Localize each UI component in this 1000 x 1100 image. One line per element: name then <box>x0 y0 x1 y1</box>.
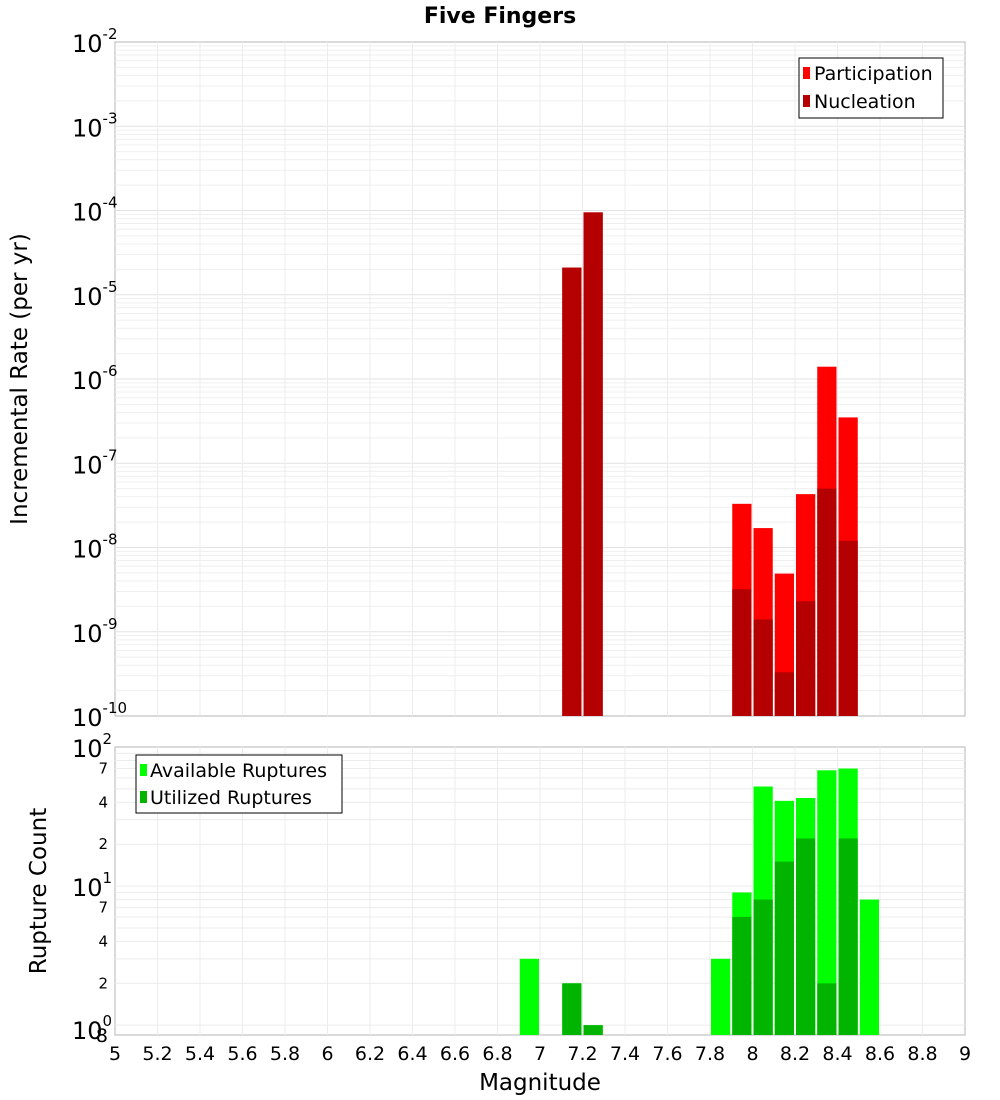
x-tick-labels: 5 5.2 5.4 5.6 5.8 6 6.2 6.4 6.6 6.8 7 7.2 7.4 7.6 7.8 8… <box>109 1043 971 1065</box>
bottom-y-tick-labels: 102 101 100 7 4 2 7 4 2 8 <box>72 730 112 1047</box>
x-tick-label: 6 <box>321 1043 333 1065</box>
x-tick-label: 7.2 <box>567 1043 597 1065</box>
top-legend-box <box>798 57 944 119</box>
bottom-bar-available-ruptures <box>519 958 539 1035</box>
x-tick-label: 9 <box>959 1043 971 1065</box>
top-grid <box>115 42 965 716</box>
bottom-legend-box <box>135 754 343 814</box>
x-tick-label: 7 <box>534 1043 546 1065</box>
top-y-tick-label: 10-5 <box>72 278 118 311</box>
x-tick-label: 8.4 <box>822 1043 852 1065</box>
top-y-tick-label: 10-10 <box>72 699 127 732</box>
x-tick-label: 7.4 <box>610 1043 640 1065</box>
top-y-tick-label: 10-4 <box>72 194 118 227</box>
x-tick-label: 5.2 <box>142 1043 172 1065</box>
top-bar-nucleation <box>838 540 858 716</box>
legend-swatch-participation <box>803 67 810 79</box>
bottom-y-minor-tick-label: 4 <box>98 932 108 950</box>
top-y-axis-label: Incremental Rate (per yr) <box>7 233 33 525</box>
x-tick-label: 7.6 <box>652 1043 682 1065</box>
legend-label-available-ruptures: Available Ruptures <box>150 760 327 782</box>
top-bar-nucleation <box>774 672 794 716</box>
bottom-bar-available-ruptures <box>711 958 731 1035</box>
x-tick-label: 8.8 <box>907 1043 937 1065</box>
bottom-bar-utilized-ruptures <box>732 916 752 1035</box>
top-y-tick-label: 10-6 <box>72 362 118 395</box>
x-tick-label: 6.4 <box>397 1043 427 1065</box>
top-y-tick-label: 10-2 <box>72 25 118 58</box>
bottom-bar-utilized-ruptures <box>562 983 582 1035</box>
legend-swatch-utilized-ruptures <box>140 791 147 803</box>
bottom-y-minor-tick-label: 7 <box>98 760 108 778</box>
top-y-tick-label: 10-9 <box>72 615 118 648</box>
bottom-y-tick-label: 101 <box>72 869 112 902</box>
bottom-y-minor-tick-label: 4 <box>98 793 108 811</box>
top-bar-nucleation <box>796 601 816 716</box>
top-legend: Participation Nucleation <box>798 57 944 119</box>
x-tick-label: 5.6 <box>227 1043 257 1065</box>
legend-swatch-nucleation <box>803 95 810 107</box>
bottom-y-tick-label: 100 <box>72 1012 112 1045</box>
x-tick-label: 8.6 <box>865 1043 895 1065</box>
bottom-bars <box>519 768 879 1035</box>
bottom-bar-utilized-ruptures <box>583 1025 603 1035</box>
bottom-bar-utilized-ruptures <box>817 983 837 1035</box>
top-y-tick-labels: 10-2 10-3 10-4 10-5 10-6 10-7 10-8 10-9 10-10 <box>72 25 127 732</box>
x-axis-label: Magnitude <box>479 1070 601 1096</box>
bottom-y-minor-tick-label: 7 <box>98 899 108 917</box>
bottom-y-minor-tick-label: 8 <box>96 1025 108 1047</box>
bottom-y-axis-label: Rupture Count <box>26 808 52 974</box>
top-bar-nucleation <box>732 589 752 716</box>
x-tick-label: 5.8 <box>270 1043 300 1065</box>
bottom-bar-available-ruptures <box>859 899 879 1035</box>
legend-label-participation: Participation <box>814 63 933 85</box>
x-tick-label: 8.2 <box>780 1043 810 1065</box>
x-tick-label: 8 <box>746 1043 758 1065</box>
top-bar-nucleation <box>583 212 603 717</box>
x-tick-label: 5.4 <box>185 1043 215 1065</box>
bottom-bar-available-ruptures <box>817 770 837 1035</box>
bottom-bar-utilized-ruptures <box>838 838 858 1035</box>
top-bars <box>562 212 858 717</box>
legend-label-utilized-ruptures: Utilized Ruptures <box>150 787 312 809</box>
top-bar-nucleation <box>753 619 773 716</box>
x-tick-label: 7.8 <box>695 1043 725 1065</box>
top-y-tick-label: 10-3 <box>72 109 118 142</box>
x-tick-label: 6.8 <box>482 1043 512 1065</box>
chart-title: Five Fingers <box>424 4 576 29</box>
x-tick-label: 6.2 <box>355 1043 385 1065</box>
bottom-bar-utilized-ruptures <box>753 899 773 1035</box>
bottom-y-minor-tick-label: 2 <box>98 835 108 853</box>
top-y-tick-label: 10-8 <box>72 531 118 564</box>
bottom-legend: Available Ruptures Utilized Ruptures <box>135 754 343 814</box>
top-panel: 10-2 10-3 10-4 10-5 10-6 10-7 10-8 10-9 10-10 In… <box>7 25 966 732</box>
bottom-y-tick-label: 102 <box>72 730 112 763</box>
top-bar-nucleation <box>817 488 837 716</box>
x-tick-label: 5 <box>109 1043 121 1065</box>
bottom-panel: 102 101 100 7 4 2 7 4 2 8 5 5.2 5.4 5.6 5.8 6 6.2 6.4 6.6… <box>26 730 971 1096</box>
bottom-bar-utilized-ruptures <box>774 861 794 1035</box>
bottom-bar-utilized-ruptures <box>796 838 816 1035</box>
legend-swatch-available-ruptures <box>140 764 147 776</box>
top-y-tick-label: 10-7 <box>72 446 118 479</box>
bottom-y-minor-tick-label: 2 <box>98 974 108 992</box>
legend-label-nucleation: Nucleation <box>814 91 916 113</box>
top-bar-nucleation <box>562 267 582 716</box>
x-tick-label: 6.6 <box>440 1043 470 1065</box>
